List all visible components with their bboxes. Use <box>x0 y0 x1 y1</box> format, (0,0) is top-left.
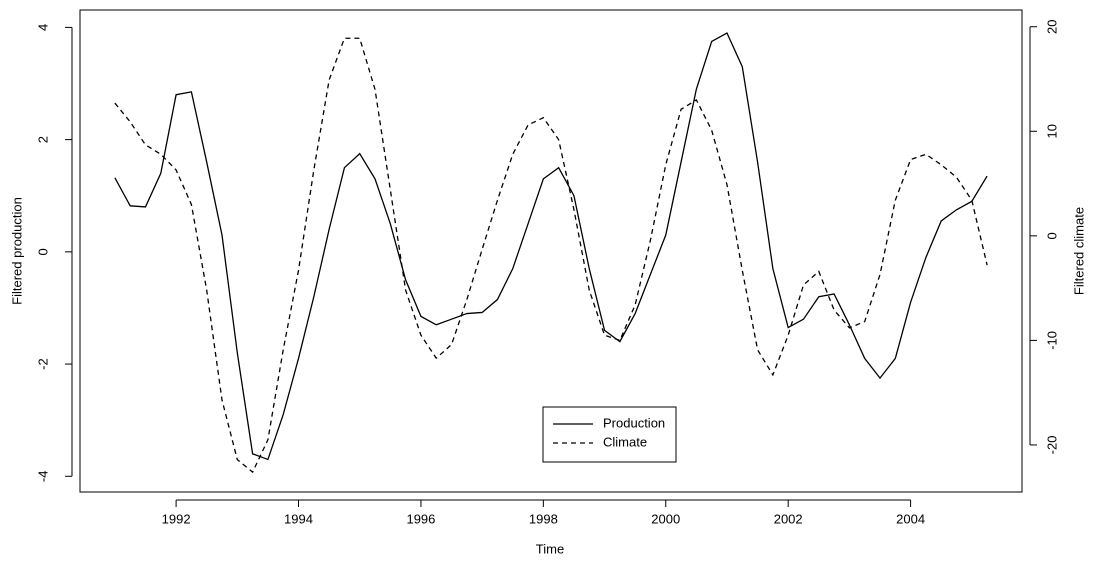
y2-tick-label: 10 <box>1044 124 1059 138</box>
y2-tick-label: 0 <box>1044 232 1059 239</box>
y2-tick-label: 20 <box>1044 19 1059 33</box>
x-tick-label: 2002 <box>774 511 803 526</box>
series-line <box>114 37 988 474</box>
series-line <box>114 32 988 461</box>
x-axis-label: Time <box>536 541 564 556</box>
y2-tick-label: -20 <box>1044 436 1059 455</box>
y-tick-label: -4 <box>35 471 50 483</box>
y-tick-label: 0 <box>35 248 50 255</box>
y2-axis-label: Filtered climate <box>1071 207 1086 295</box>
x-tick-label: 1996 <box>406 511 435 526</box>
legend-label: Climate <box>603 434 647 449</box>
x-tick-label: 2004 <box>896 511 925 526</box>
x-tick-label: 1998 <box>529 511 558 526</box>
x-tick-label: 1994 <box>284 511 313 526</box>
plot-frame <box>79 9 1023 493</box>
y-tick-label: 4 <box>35 24 50 31</box>
y-tick-label: 2 <box>35 136 50 143</box>
x-tick-label: 2000 <box>651 511 680 526</box>
legend-label: Production <box>603 415 665 430</box>
y-axis-label: Filtered production <box>9 197 24 305</box>
legend: Production Climate <box>542 406 677 463</box>
x-tick-label: 1992 <box>162 511 191 526</box>
legend-box <box>542 406 677 463</box>
y-tick-label: -2 <box>35 358 50 370</box>
y2-tick-label: -10 <box>1044 331 1059 350</box>
